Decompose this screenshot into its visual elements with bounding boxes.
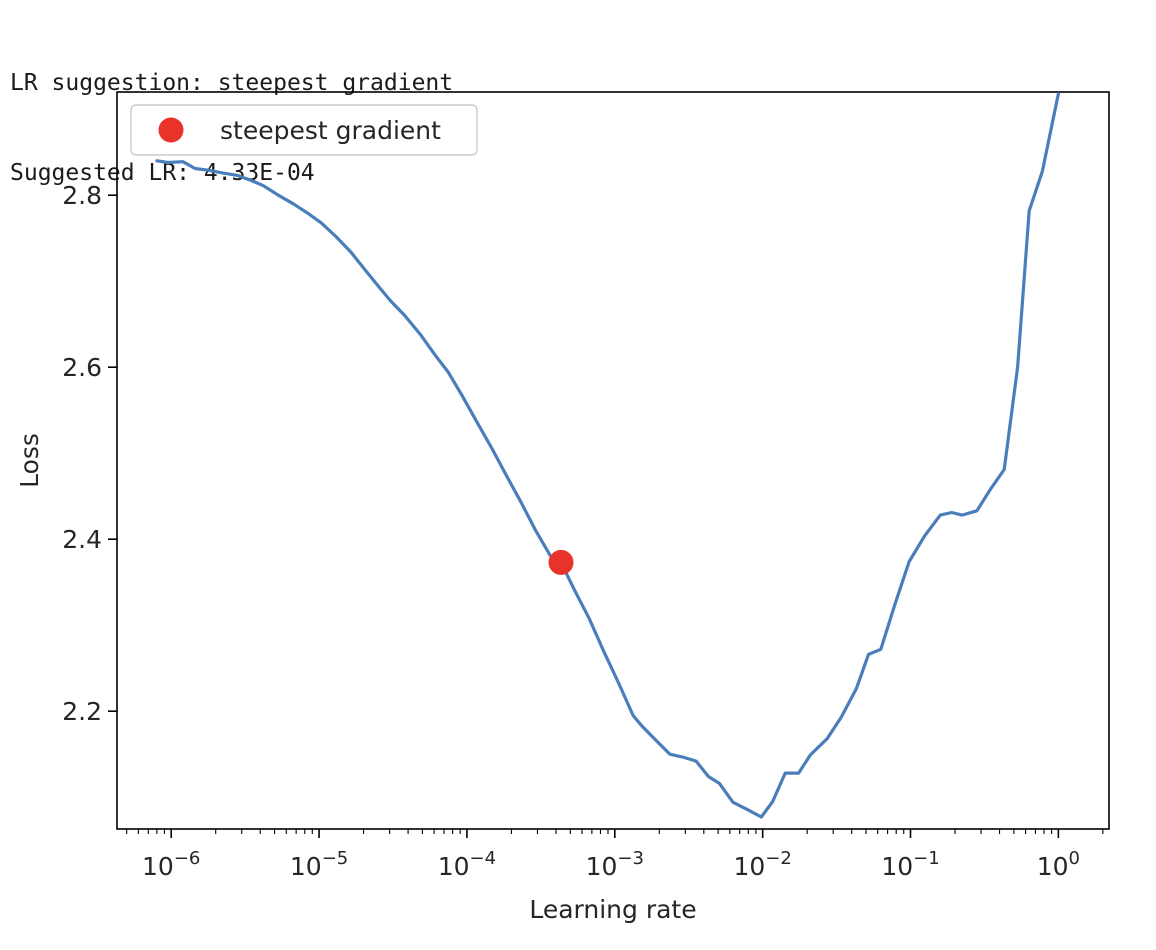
series-layer xyxy=(155,92,1061,819)
axes: 2.2 2.4 2.6 2.8 10−6 10−5 10−4 10−3 10−2 10−1 100 xyxy=(62,91,1110,881)
console-output: LR suggestion: steepest gradient Suggest… xyxy=(10,8,453,218)
x-tick-label: 10−5 xyxy=(290,848,348,881)
x-axis-label: Learning rate xyxy=(529,895,696,924)
legend: steepest gradient xyxy=(130,104,478,156)
loss-curve xyxy=(155,92,1061,819)
legend-label: steepest gradient xyxy=(220,116,441,145)
x-tick-label: 10−3 xyxy=(586,848,644,881)
legend-box xyxy=(130,104,478,156)
steepest-gradient-marker xyxy=(548,549,574,575)
x-tick-label: 10−6 xyxy=(142,848,200,881)
plot-frame xyxy=(116,91,1110,830)
y-tick-label: 2.4 xyxy=(62,525,102,554)
suggested-lr-text: Suggested LR: 4.33E-04 xyxy=(10,160,315,186)
x-tick-label: 100 xyxy=(1037,848,1080,881)
legend-marker xyxy=(158,117,184,143)
x-tick-label: 10−1 xyxy=(881,848,939,881)
x-tick-label: 10−2 xyxy=(733,848,791,881)
y-tick-label: 2.2 xyxy=(62,697,102,726)
y-tick-label: 2.6 xyxy=(62,353,102,382)
y-axis-label: Loss xyxy=(15,433,44,488)
y-tick-label: 2.8 xyxy=(62,181,102,210)
x-tick-label: 10−4 xyxy=(438,848,496,881)
